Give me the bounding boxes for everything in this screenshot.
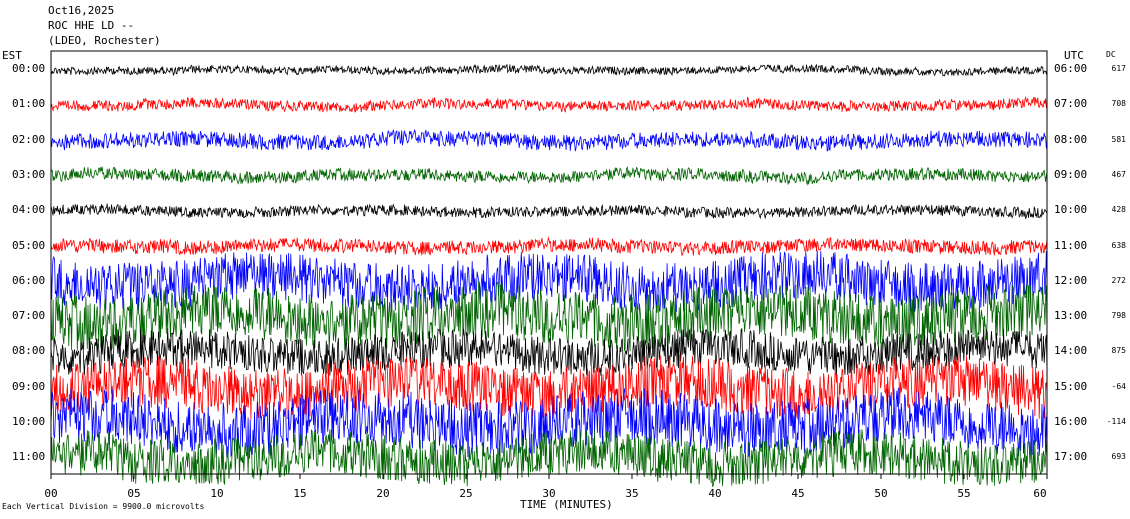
dc-offset-value: 617 — [1111, 64, 1126, 73]
est-hour-label: 02:00 — [12, 132, 46, 146]
est-hour-label: 06:00 — [12, 273, 46, 287]
x-tick-label: 50 — [874, 487, 888, 500]
x-tick-label: 05 — [127, 487, 141, 500]
dc-offset-value: 581 — [1111, 134, 1126, 144]
est-hour-label: 01:00 — [12, 97, 46, 111]
utc-hour-label: 12:00 — [1054, 273, 1088, 287]
dc-offset-value: 875 — [1111, 346, 1126, 356]
x-tick-label: 30 — [542, 487, 556, 500]
utc-hour-label: 08:00 — [1054, 132, 1088, 146]
utc-hour-label: 15:00 — [1054, 379, 1088, 393]
utc-hour-label: 07:00 — [1054, 97, 1088, 111]
dc-offset-value: 693 — [1111, 452, 1126, 462]
trace-line-0500 — [50, 236, 1048, 257]
dc-offset-value: 708 — [1111, 99, 1126, 109]
dc-offset-value: -64 — [1111, 381, 1126, 391]
x-tick-label: 25 — [459, 487, 473, 500]
dc-column-title: DC — [1106, 50, 1116, 59]
dc-offset-value: 272 — [1111, 275, 1126, 285]
x-tick-label: 55 — [957, 487, 971, 500]
dc-offset-value: 798 — [1111, 311, 1126, 321]
trace-line-0100 — [50, 95, 1048, 113]
est-hour-label: 09:00 — [12, 379, 46, 393]
utc-hour-label: 06:00 — [1054, 62, 1088, 75]
trace-line-1000 — [50, 387, 1048, 458]
utc-hour-label: 09:00 — [1054, 167, 1088, 181]
est-hour-label: 05:00 — [12, 238, 46, 252]
x-tick-marks — [50, 474, 1048, 479]
x-tick-label: 40 — [708, 487, 722, 500]
dc-offset-value: -114 — [1106, 417, 1126, 426]
trace-group — [50, 63, 1048, 487]
trace-line-0800 — [50, 327, 1048, 377]
utc-hour-label: 17:00 — [1054, 450, 1088, 464]
scale-footnote: Each Vertical Division = 9900.0 microvol… — [2, 502, 205, 511]
utc-hour-label: 10:00 — [1054, 203, 1088, 217]
est-hour-label: 03:00 — [12, 167, 46, 181]
station-label: ROC HHE LD -- — [48, 19, 135, 32]
date-label: Oct16,2025 — [48, 4, 115, 17]
x-axis-label: TIME (MINUTES) — [520, 498, 613, 511]
utc-hour-label: 14:00 — [1054, 344, 1088, 358]
x-tick-label: 35 — [625, 487, 639, 500]
est-axis-title: EST — [2, 49, 22, 62]
trace-line-0000 — [50, 63, 1048, 77]
est-hour-label: 04:00 — [12, 203, 46, 217]
utc-axis-title: UTC — [1064, 49, 1084, 62]
dc-offset-value: 428 — [1111, 205, 1126, 215]
trace-line-0700 — [50, 280, 1048, 352]
utc-hour-label: 11:00 — [1054, 238, 1088, 252]
est-hour-label: 08:00 — [12, 344, 46, 358]
dc-offset-value: 467 — [1111, 169, 1126, 179]
est-hour-label: 07:00 — [12, 309, 46, 323]
x-tick-label: 20 — [376, 487, 390, 500]
est-hour-label: 00:00 — [12, 62, 46, 75]
est-hour-label: 10:00 — [12, 415, 46, 428]
trace-line-0900 — [50, 354, 1048, 421]
x-tick-label: 45 — [791, 487, 805, 500]
x-tick-label: 15 — [293, 487, 307, 500]
utc-hour-label: 16:00 — [1054, 415, 1088, 428]
est-hour-label: 11:00 — [12, 450, 46, 464]
network-label: (LDEO, Rochester) — [48, 34, 161, 47]
x-tick-label: 00 — [44, 487, 58, 500]
trace-line-0400 — [50, 203, 1048, 220]
trace-line-0300 — [50, 166, 1048, 186]
x-tick-label: 10 — [210, 487, 224, 500]
trace-line-0200 — [50, 128, 1048, 152]
trace-line-0600 — [50, 250, 1048, 313]
utc-hour-label: 13:00 — [1054, 309, 1088, 323]
dc-offset-value: 638 — [1111, 240, 1126, 250]
x-tick-label: 60 — [1033, 487, 1047, 500]
